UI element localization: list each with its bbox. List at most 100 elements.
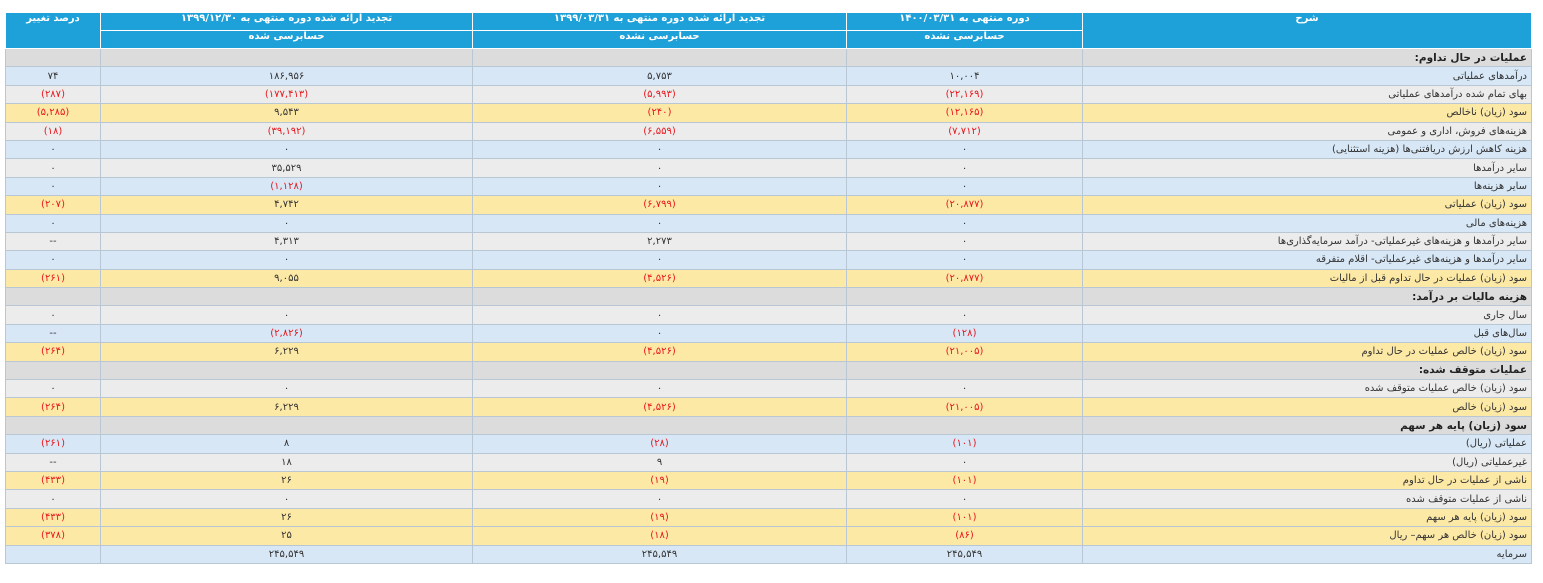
period-2-value: ۰ bbox=[472, 213, 847, 233]
period-2-value: (۲۴۰) bbox=[472, 103, 847, 123]
header-description[interactable]: شرح bbox=[1082, 12, 1532, 49]
table-row: سایر هزینه‌ها ۰ ۰ (۱,۱۲۸) ۰ bbox=[5, 176, 1532, 197]
row-label: سود (زیان) عملیاتی bbox=[1082, 195, 1532, 215]
percent-change-value: ۰ bbox=[5, 489, 101, 509]
row-label: ناشی از عملیات در حال تداوم bbox=[1082, 470, 1532, 491]
table-row: سود (زیان) خالص هر سهم– ریال (۸۶) (۱۸) ۲۵ (۳… bbox=[5, 526, 1532, 546]
row-label: سرمایه bbox=[1082, 544, 1532, 564]
row-label: غیرعملیاتی (ریال) bbox=[1082, 452, 1532, 472]
period-3-value: ۱۸۶,۹۵۶ bbox=[100, 66, 473, 86]
percent-change-value: (۲۶۴) bbox=[5, 342, 101, 362]
percent-change-value: ۰ bbox=[5, 158, 101, 178]
percent-change-value bbox=[5, 544, 101, 564]
percent-change-value: -- bbox=[5, 323, 101, 344]
section-header-row: سود (زیان) پایه هر سهم bbox=[5, 415, 1532, 436]
percent-change-value: ۰ bbox=[5, 305, 101, 325]
period-3-value: ۰ bbox=[100, 305, 473, 325]
period-1-value: (۱۰۱) bbox=[846, 507, 1083, 528]
period-1-value: (۱۲۸) bbox=[846, 323, 1083, 344]
income-statement-table: شرح دوره منتهی به ۱۴۰۰/۰۳/۳۱ تجدید ارائه… bbox=[5, 12, 1532, 564]
table-row: سرمایه ۲۴۵,۵۴۹ ۲۴۵,۵۴۹ ۲۴۵,۵۴۹ bbox=[5, 544, 1532, 564]
header-period-2[interactable]: تجدید ارائه شده دوره منتهی به ۱۳۹۹/۰۳/۳۱ bbox=[472, 12, 847, 31]
period-3-value bbox=[100, 47, 473, 68]
period-1-value: (۱۰۱) bbox=[846, 434, 1083, 454]
period-2-value: ۰ bbox=[472, 250, 847, 270]
section-title: عملیات متوقف شده: bbox=[1082, 360, 1532, 381]
period-1-value bbox=[846, 287, 1083, 307]
period-3-value: ۰ bbox=[100, 139, 473, 160]
period-1-value: ۰ bbox=[846, 250, 1083, 270]
percent-change-value bbox=[5, 360, 101, 381]
percent-change-value: ۰ bbox=[5, 139, 101, 160]
row-label: سایر درآمدها و هزینه‌های غیرعملیاتی- اقل… bbox=[1082, 250, 1532, 270]
percent-change-value: (۲۶۱) bbox=[5, 434, 101, 454]
row-label: هزینه‌های فروش، اداری و عمومی bbox=[1082, 121, 1532, 141]
period-1-value: (۷,۷۱۲) bbox=[846, 121, 1083, 141]
row-label: هزینه کاهش ارزش دریافتنی‌ها (هزینه استثن… bbox=[1082, 139, 1532, 160]
period-2-value: (۴,۵۲۶) bbox=[472, 268, 847, 289]
period-2-value: ۰ bbox=[472, 323, 847, 344]
header-period-1-audit: حسابرسی نشده bbox=[846, 30, 1083, 49]
table-row: ناشی از عملیات متوقف شده ۰ ۰ ۰ ۰ bbox=[5, 489, 1532, 509]
period-3-value: ۲۶ bbox=[100, 507, 473, 528]
period-3-value: ۲۵ bbox=[100, 526, 473, 546]
header-period-3[interactable]: تجدید ارائه شده دوره منتهی به ۱۳۹۹/۱۲/۳۰ bbox=[100, 12, 473, 31]
table-row: سود (زیان) خالص عملیات متوقف شده ۰ ۰ ۰ ۰ bbox=[5, 379, 1532, 399]
percent-change-value: (۵,۲۸۵) bbox=[5, 103, 101, 123]
period-3-value: ۶,۲۲۹ bbox=[100, 397, 473, 417]
period-1-value: (۲۰,۸۷۷) bbox=[846, 268, 1083, 289]
financial-statement: شرح دوره منتهی به ۱۴۰۰/۰۳/۳۱ تجدید ارائه… bbox=[5, 12, 1532, 564]
period-2-value: (۱۸) bbox=[472, 526, 847, 546]
percent-change-value bbox=[5, 47, 101, 68]
period-2-value: ۰ bbox=[472, 158, 847, 178]
period-2-value: ۲۴۵,۵۴۹ bbox=[472, 544, 847, 564]
table-row: ناشی از عملیات در حال تداوم (۱۰۱) (۱۹) ۲۶ (۴… bbox=[5, 470, 1532, 491]
section-title: عملیات در حال تداوم: bbox=[1082, 47, 1532, 68]
period-1-value: (۲۱,۰۰۵) bbox=[846, 397, 1083, 417]
percent-change-value: (۴۳۳) bbox=[5, 507, 101, 528]
period-2-value bbox=[472, 415, 847, 436]
percent-change-value: (۲۶۱) bbox=[5, 268, 101, 289]
period-2-value: (۵,۹۹۳) bbox=[472, 84, 847, 105]
row-label: سود (زیان) پایه هر سهم bbox=[1082, 507, 1532, 528]
row-label: عملیاتی (ریال) bbox=[1082, 434, 1532, 454]
table-row: هزینه‌های فروش، اداری و عمومی (۷,۷۱۲) (۶,۵… bbox=[5, 121, 1532, 141]
table-row: سایر درآمدها و هزینه‌های غیرعملیاتی- درآ… bbox=[5, 231, 1532, 252]
row-label: سایر هزینه‌ها bbox=[1082, 176, 1532, 197]
percent-change-value: -- bbox=[5, 452, 101, 472]
table-row: غیرعملیاتی (ریال) ۰ ۹ ۱۸ -- bbox=[5, 452, 1532, 472]
percent-change-value: ۰ bbox=[5, 213, 101, 233]
period-1-value: ۰ bbox=[846, 139, 1083, 160]
period-3-value: (۳۹,۱۹۲) bbox=[100, 121, 473, 141]
period-3-value: ۳۵,۵۲۹ bbox=[100, 158, 473, 178]
table-row: سود (زیان) پایه هر سهم (۱۰۱) (۱۹) ۲۶ (۴۳۳) bbox=[5, 507, 1532, 528]
section-title: هزینه مالیات بر درآمد: bbox=[1082, 287, 1532, 307]
percent-change-value: (۲۰۷) bbox=[5, 195, 101, 215]
period-2-value: (۶,۷۹۹) bbox=[472, 195, 847, 215]
row-label: سال جاری bbox=[1082, 305, 1532, 325]
table-row: سود (زیان) ناخالص (۱۲,۱۶۵) (۲۴۰) ۹,۵۴۳ (۵,۲۸… bbox=[5, 103, 1532, 123]
table-row: عملیاتی (ریال) (۱۰۱) (۲۸) ۸ (۲۶۱) bbox=[5, 434, 1532, 454]
period-3-value: ۴,۳۱۳ bbox=[100, 231, 473, 252]
row-label: سود (زیان) عملیات در حال تداوم قبل از ما… bbox=[1082, 268, 1532, 289]
period-2-value: ۰ bbox=[472, 176, 847, 197]
header-percent-change[interactable]: درصد تغییر bbox=[5, 12, 101, 49]
period-1-value: (۲۲,۱۶۹) bbox=[846, 84, 1083, 105]
percent-change-value: (۲۶۴) bbox=[5, 397, 101, 417]
header-period-1[interactable]: دوره منتهی به ۱۴۰۰/۰۳/۳۱ bbox=[846, 12, 1083, 31]
percent-change-value bbox=[5, 287, 101, 307]
period-3-value: (۲,۸۲۶) bbox=[100, 323, 473, 344]
row-label: سال‌های قبل bbox=[1082, 323, 1532, 344]
period-3-value: ۱۸ bbox=[100, 452, 473, 472]
period-2-value: ۵,۷۵۳ bbox=[472, 66, 847, 86]
header-period-2-audit: حسابرسی نشده bbox=[472, 30, 847, 49]
period-3-value: ۲۶ bbox=[100, 470, 473, 491]
row-label: سایر درآمدها و هزینه‌های غیرعملیاتی- درآ… bbox=[1082, 231, 1532, 252]
period-1-value bbox=[846, 47, 1083, 68]
table-row: سال جاری ۰ ۰ ۰ ۰ bbox=[5, 305, 1532, 325]
period-1-value: (۲۱,۰۰۵) bbox=[846, 342, 1083, 362]
period-2-value: (۴,۵۲۶) bbox=[472, 342, 847, 362]
period-1-value: (۱۰۱) bbox=[846, 470, 1083, 491]
row-label: سود (زیان) خالص bbox=[1082, 397, 1532, 417]
period-1-value: (۸۶) bbox=[846, 526, 1083, 546]
